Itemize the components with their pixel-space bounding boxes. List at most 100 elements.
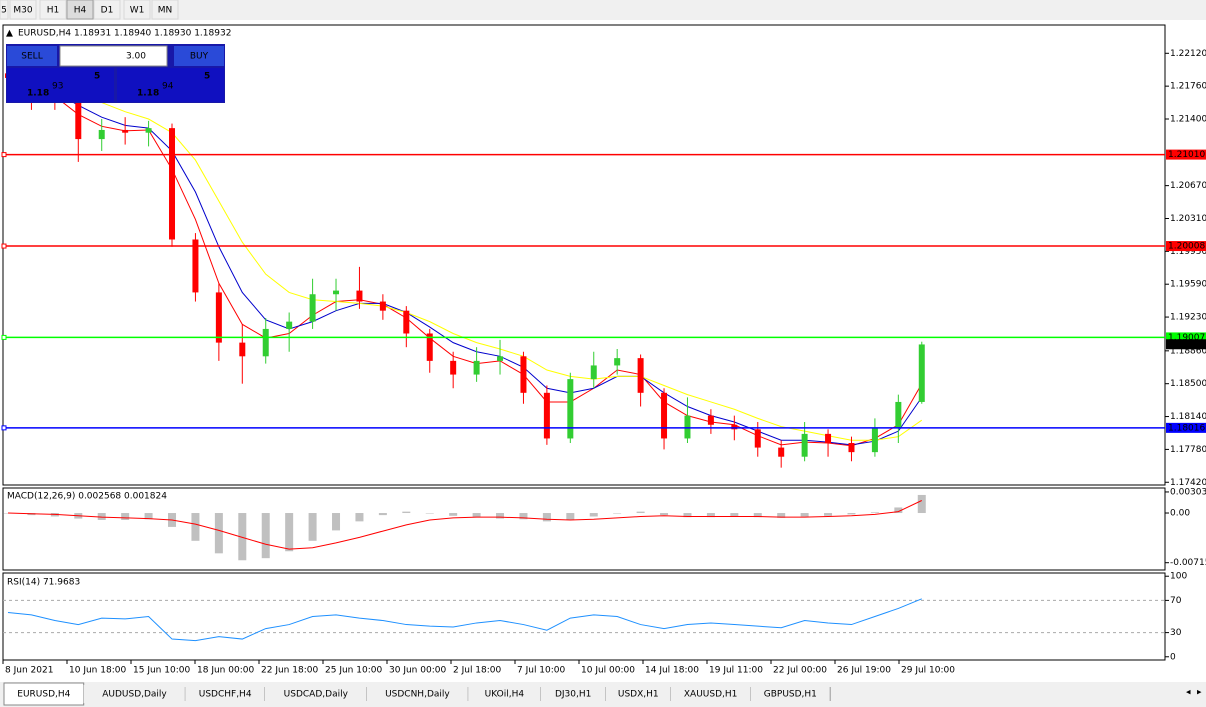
symbol-tab[interactable]	[670, 685, 751, 703]
candle-body	[684, 415, 691, 439]
tab-label[interactable]: DJ30,H1	[555, 690, 591, 700]
candle-body	[614, 358, 621, 366]
tab-label[interactable]: USDCNH,Daily	[385, 690, 450, 700]
level-handle[interactable]	[1, 243, 7, 249]
candle-body	[262, 328, 269, 357]
time-label: 25 Jun 10:00	[325, 666, 382, 676]
symbol-tab[interactable]	[185, 685, 265, 703]
macd-bar	[449, 513, 458, 516]
candle-body	[75, 100, 82, 140]
candle-body	[754, 429, 761, 448]
current-price-box	[1166, 339, 1206, 350]
tab-label[interactable]: GBPUSD,H1	[764, 690, 817, 700]
time-label: 7 Jul 10:00	[517, 666, 566, 676]
level-label: 1.18016	[1168, 423, 1205, 433]
symbol-tab[interactable]	[540, 685, 606, 703]
tab-label[interactable]: USDCHF,H4	[199, 690, 252, 700]
time-label: 8 Jun 2021	[5, 666, 53, 676]
y-tick-label: 1.19590	[1170, 280, 1206, 290]
macd-bar	[683, 513, 692, 518]
rsi-line	[7, 598, 922, 642]
y-tick-label: 1.17780	[1170, 445, 1206, 455]
lot-input[interactable]	[59, 45, 168, 67]
lot-value[interactable]: 3.00	[126, 52, 146, 62]
tab-label[interactable]: USDCAD,Daily	[284, 690, 349, 700]
tab-label[interactable]: EURUSD,H4	[17, 690, 70, 700]
bid-box[interactable]	[7, 68, 114, 102]
macd-bar	[824, 513, 833, 516]
bid-pips: 93	[52, 82, 63, 92]
symbol-tab[interactable]	[605, 685, 671, 703]
timeframe-button[interactable]	[151, 0, 179, 20]
buy-button[interactable]	[174, 46, 224, 66]
timeframe-button[interactable]	[9, 0, 37, 20]
symbol-tab[interactable]	[83, 685, 186, 703]
candle-body	[918, 344, 925, 402]
macd-bar	[472, 513, 481, 518]
timeframe-label[interactable]: 5	[1, 6, 7, 16]
timeframe-label[interactable]: MN	[158, 6, 173, 16]
timeframe-button[interactable]	[39, 0, 67, 20]
bid-big: 1.18	[27, 89, 49, 99]
level-handle[interactable]	[1, 152, 7, 158]
macd-bar	[191, 513, 200, 541]
tab-label[interactable]: AUDUSD,Daily	[102, 690, 167, 700]
moving-average	[7, 82, 923, 447]
chart-header: EURUSD,H4 1.18931 1.18940 1.18930 1.1893…	[18, 29, 231, 39]
candle-body	[309, 294, 316, 322]
level-label: 1.21010	[1168, 150, 1205, 160]
tab-label[interactable]: USDX,H1	[618, 690, 659, 700]
y-tick-label: 1.20670	[1170, 181, 1206, 191]
candle-body	[215, 292, 222, 343]
candle-body	[731, 424, 738, 430]
symbol-tab[interactable]	[366, 685, 469, 703]
timeframe-button[interactable]	[93, 0, 121, 20]
timeframe-label[interactable]: W1	[130, 6, 145, 16]
level-label-box	[1166, 241, 1206, 252]
level-handle[interactable]	[1, 425, 7, 431]
timeframe-label[interactable]: H4	[74, 6, 87, 16]
tab-scroll-right[interactable]: ▸	[1197, 688, 1202, 698]
sell-button[interactable]	[7, 46, 57, 66]
macd-bar	[378, 513, 387, 516]
symbol-tab[interactable]	[468, 685, 541, 703]
macd-bar	[566, 513, 575, 520]
macd-bar	[425, 513, 434, 514]
symbol-tab[interactable]	[750, 685, 831, 703]
rsi-tick-label: 100	[1170, 572, 1187, 582]
time-label: 22 Jun 18:00	[261, 666, 318, 676]
rsi-title: RSI(14) 71.9683	[7, 578, 80, 588]
candle-body	[661, 392, 668, 439]
timeframe-button[interactable]	[0, 0, 9, 20]
macd-bar	[308, 513, 317, 541]
level-handle[interactable]	[1, 334, 7, 340]
macd-bar	[753, 513, 762, 518]
tab-label[interactable]: XAUUSD,H1	[684, 690, 738, 700]
ask-box[interactable]	[117, 68, 224, 102]
timeframe-button[interactable]	[66, 0, 94, 20]
buy-label[interactable]: BUY	[190, 52, 209, 62]
y-tick-label: 1.18860	[1170, 346, 1206, 356]
macd-bar	[97, 513, 106, 520]
ask-pips: 94	[162, 82, 174, 92]
candle-body	[286, 321, 293, 329]
ask-big: 1.18	[137, 89, 159, 99]
sell-label[interactable]: SELL	[21, 52, 42, 62]
macd-bar	[285, 513, 294, 552]
toolbar	[0, 0, 1206, 20]
tab-scroll-left[interactable]: ◂	[1186, 688, 1191, 698]
macd-bar	[800, 513, 809, 517]
macd-bar	[355, 513, 364, 522]
tab-label[interactable]: UKOil,H4	[485, 690, 525, 700]
symbol-tab[interactable]	[265, 685, 367, 703]
timeframe-button[interactable]	[123, 0, 151, 20]
candle-body	[707, 415, 714, 425]
candle-body	[895, 401, 902, 428]
timeframe-label[interactable]: D1	[101, 6, 114, 16]
macd-bar	[261, 513, 270, 559]
macd-bar	[613, 513, 622, 514]
timeframe-label[interactable]: M30	[13, 6, 32, 16]
timeframe-label[interactable]: H1	[47, 6, 60, 16]
candle-body	[871, 427, 878, 453]
